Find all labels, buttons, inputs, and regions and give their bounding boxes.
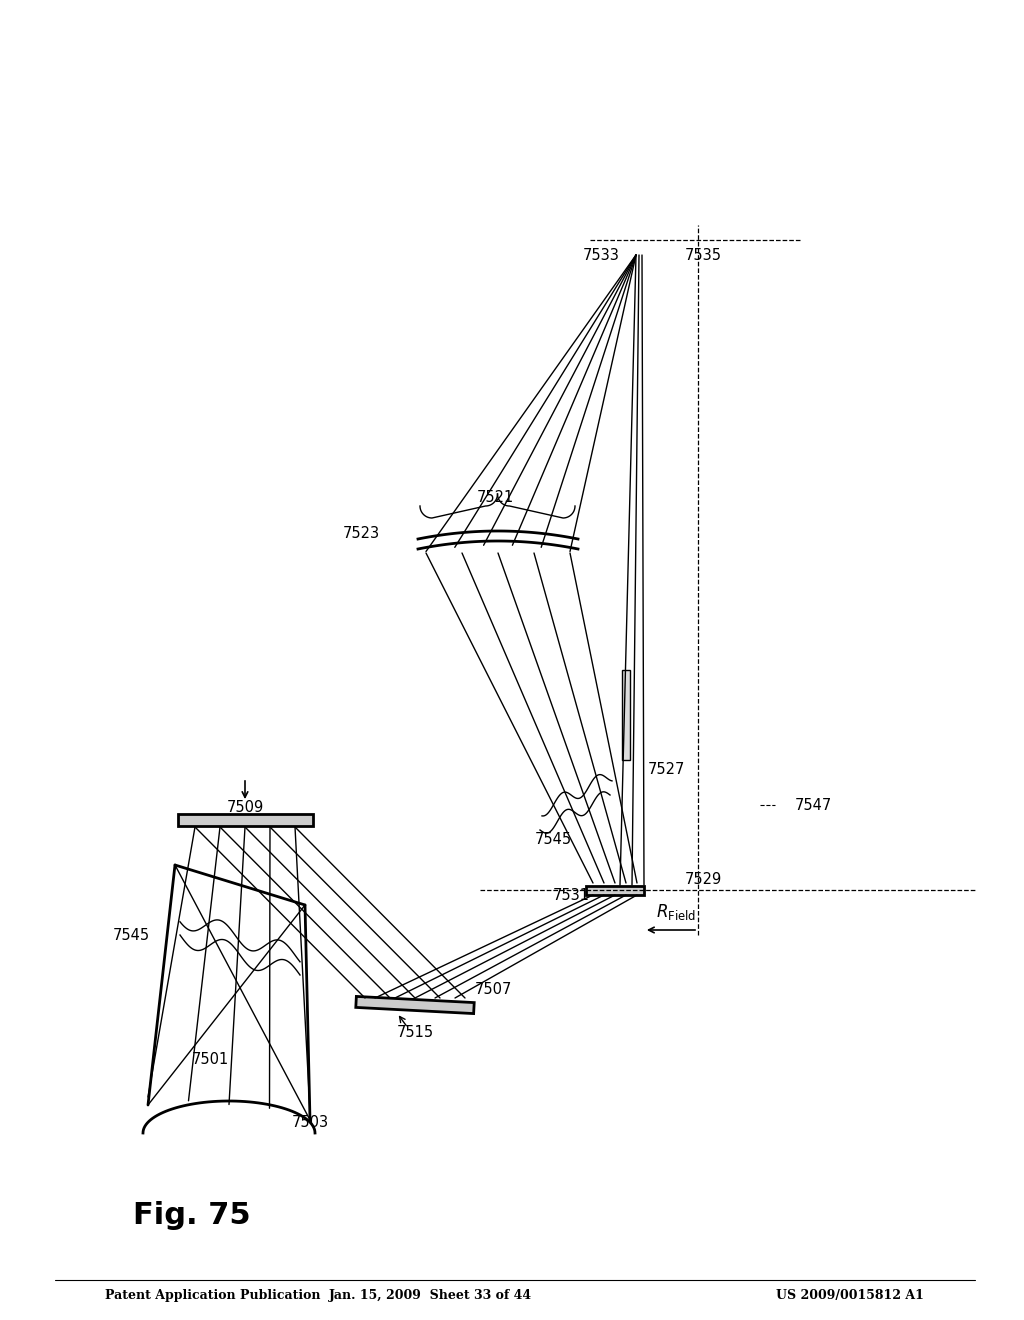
Text: $R_{\rm Field}$: $R_{\rm Field}$ xyxy=(656,902,696,921)
Text: Jan. 15, 2009  Sheet 33 of 44: Jan. 15, 2009 Sheet 33 of 44 xyxy=(329,1288,531,1302)
Text: 7527: 7527 xyxy=(648,763,685,777)
Bar xyxy=(177,814,312,826)
Bar xyxy=(586,886,644,895)
Text: 7545: 7545 xyxy=(113,928,150,942)
Text: 7503: 7503 xyxy=(292,1115,329,1130)
Bar xyxy=(355,997,474,1014)
Text: 7521: 7521 xyxy=(476,490,514,506)
Text: 7529: 7529 xyxy=(685,873,722,887)
Text: Patent Application Publication: Patent Application Publication xyxy=(105,1288,321,1302)
Text: 7531: 7531 xyxy=(553,887,590,903)
Text: 7547: 7547 xyxy=(795,797,833,813)
Bar xyxy=(622,671,630,760)
Text: 7509: 7509 xyxy=(226,800,263,814)
Text: US 2009/0015812 A1: US 2009/0015812 A1 xyxy=(776,1288,924,1302)
Text: 7515: 7515 xyxy=(396,1026,433,1040)
Text: 7535: 7535 xyxy=(685,248,722,263)
Text: 7533: 7533 xyxy=(583,248,620,263)
Text: 7501: 7501 xyxy=(193,1052,229,1068)
Text: Fig. 75: Fig. 75 xyxy=(133,1200,251,1229)
Text: 7545: 7545 xyxy=(535,833,572,847)
Text: 7507: 7507 xyxy=(475,982,512,998)
Text: 7523: 7523 xyxy=(343,525,380,540)
